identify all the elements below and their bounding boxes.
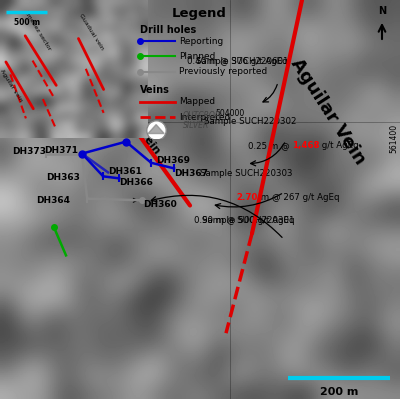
- Text: N: N: [378, 6, 386, 16]
- Text: Jimenez sector: Jimenez sector: [23, 9, 52, 51]
- Text: g/t AgEq: g/t AgEq: [319, 141, 359, 150]
- Text: Sample SUCH220303: Sample SUCH220303: [200, 168, 292, 178]
- Text: Sample SUCH220301: Sample SUCH220301: [202, 216, 294, 225]
- Text: DH360: DH360: [143, 200, 177, 209]
- Text: DH371: DH371: [44, 146, 78, 155]
- Text: Veins: Veins: [140, 85, 170, 95]
- Text: Mapped: Mapped: [179, 97, 215, 107]
- Text: 200 m: 200 m: [320, 387, 358, 397]
- Text: DH366: DH366: [119, 178, 153, 187]
- Text: Legend: Legend: [172, 7, 226, 20]
- Text: Aguilar North Vein: Aguilar North Vein: [82, 59, 162, 156]
- Text: DH367: DH367: [174, 169, 208, 178]
- Text: 561400: 561400: [389, 124, 398, 153]
- Text: Planned: Planned: [179, 52, 215, 61]
- Text: 500 m: 500 m: [14, 18, 40, 27]
- Text: DH369: DH369: [156, 156, 190, 165]
- Polygon shape: [148, 124, 164, 134]
- Text: DH373: DH373: [12, 147, 46, 156]
- Text: 0.25 m @: 0.25 m @: [248, 141, 292, 150]
- Text: 2.70: 2.70: [237, 193, 258, 202]
- Text: 0.40 m @ 376 g/t AgEq: 0.40 m @ 376 g/t AgEq: [187, 46, 288, 66]
- Text: 0.90 m @ 500 g/t AgEq: 0.90 m @ 500 g/t AgEq: [194, 206, 294, 225]
- Text: Sample SUCH220601: Sample SUCH220601: [196, 57, 288, 66]
- Text: m @ 267 g/t AgEq: m @ 267 g/t AgEq: [258, 193, 340, 202]
- Text: Drill holes: Drill holes: [140, 25, 196, 35]
- Text: Guaduai vein: Guaduai vein: [78, 13, 105, 51]
- Text: DH361: DH361: [108, 167, 142, 176]
- Text: Aguilar vein: Aguilar vein: [0, 68, 23, 103]
- Text: 504000: 504000: [215, 109, 245, 118]
- Text: Reporting: Reporting: [179, 37, 223, 46]
- Text: Sample SUCH220302: Sample SUCH220302: [204, 117, 296, 126]
- Text: Previously reported: Previously reported: [179, 67, 267, 76]
- Text: DH363: DH363: [46, 173, 80, 182]
- Text: 1,468: 1,468: [292, 141, 320, 150]
- Text: DH364: DH364: [36, 196, 70, 205]
- Text: OUTCROP
SILVER: OUTCROP SILVER: [183, 111, 220, 130]
- Text: Interpreted: Interpreted: [179, 113, 230, 122]
- Text: Aguilar Vein: Aguilar Vein: [287, 55, 369, 168]
